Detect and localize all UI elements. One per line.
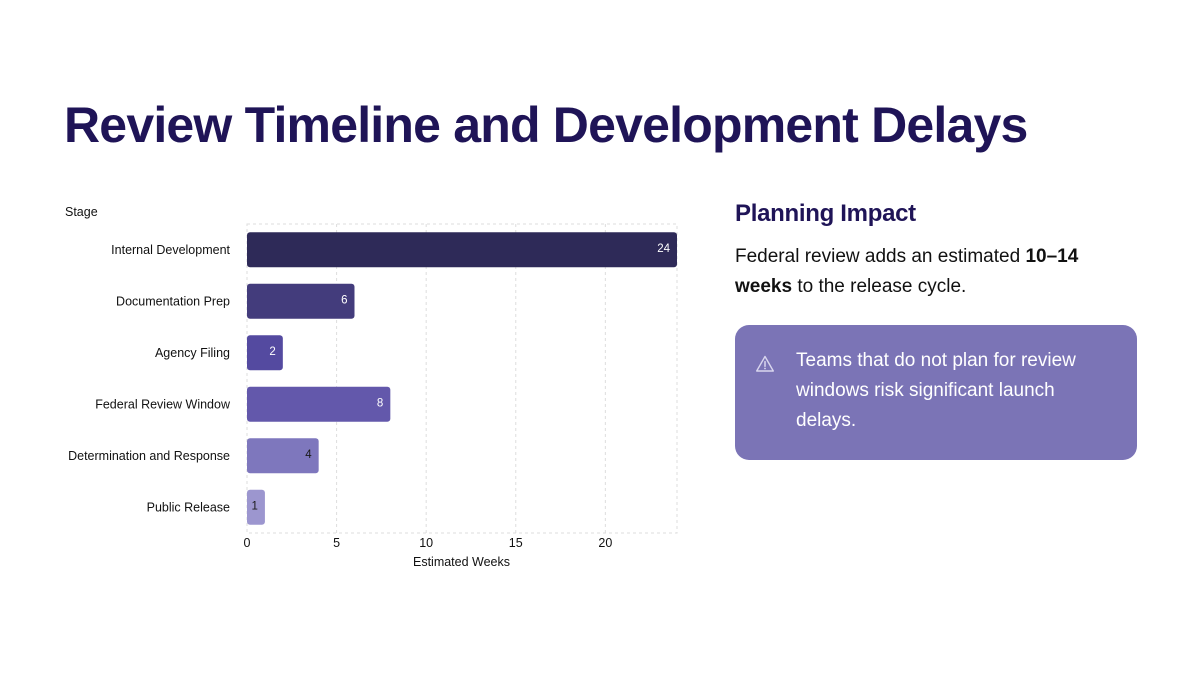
bar-value-label: 1 (252, 500, 258, 512)
warning-callout-text: Teams that do not plan for review window… (796, 350, 1076, 431)
x-tick-label: 10 (419, 536, 433, 550)
category-label: Documentation Prep (116, 294, 230, 308)
bar-value-label: 24 (657, 243, 670, 255)
page-title: Review Timeline and Development Delays (64, 97, 1028, 153)
category-label: Public Release (147, 500, 230, 514)
planning-impact-text-start: Federal review adds an estimated (735, 246, 1026, 267)
x-tick-label: 20 (598, 536, 612, 550)
warning-triangle-icon (756, 355, 774, 372)
review-duration-highlight: 10–14 weeks (735, 246, 1079, 297)
category-label: Agency Filing (155, 346, 230, 360)
x-axis-title: Estimated Weeks (413, 555, 510, 569)
planning-impact-panel: Planning Impact Federal review adds an e… (735, 200, 1137, 460)
x-tick-label: 5 (333, 536, 340, 550)
bar (247, 438, 319, 474)
bar (247, 283, 355, 319)
warning-callout: Teams that do not plan for review window… (735, 325, 1137, 460)
x-tick-label: 0 (244, 536, 251, 550)
bar-chart: Stage 24 6 2 8 4 1 Internal Development Docume… (65, 205, 678, 569)
category-label: Determination and Response (68, 449, 230, 463)
bar-value-label: 6 (341, 294, 347, 306)
bar (247, 386, 391, 422)
bar (247, 489, 265, 525)
y-axis-title: Stage (65, 205, 98, 219)
plot-frame (246, 223, 678, 534)
x-tick-label: 15 (509, 536, 523, 550)
bar-value-label: 2 (269, 346, 275, 358)
bar-value-label: 8 (377, 397, 383, 409)
category-label: Federal Review Window (95, 397, 231, 411)
bar-value-label: 4 (305, 449, 312, 461)
bar (247, 232, 677, 268)
planning-impact-text: Federal review adds an estimated 10–14 w… (735, 242, 1137, 302)
planning-impact-text-end: to the release cycle. (792, 276, 967, 297)
planning-impact-heading: Planning Impact (735, 200, 916, 227)
category-label: Internal Development (111, 243, 230, 257)
bar (247, 335, 283, 371)
